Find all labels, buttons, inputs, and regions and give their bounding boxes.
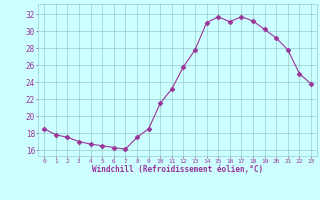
X-axis label: Windchill (Refroidissement éolien,°C): Windchill (Refroidissement éolien,°C) — [92, 165, 263, 174]
